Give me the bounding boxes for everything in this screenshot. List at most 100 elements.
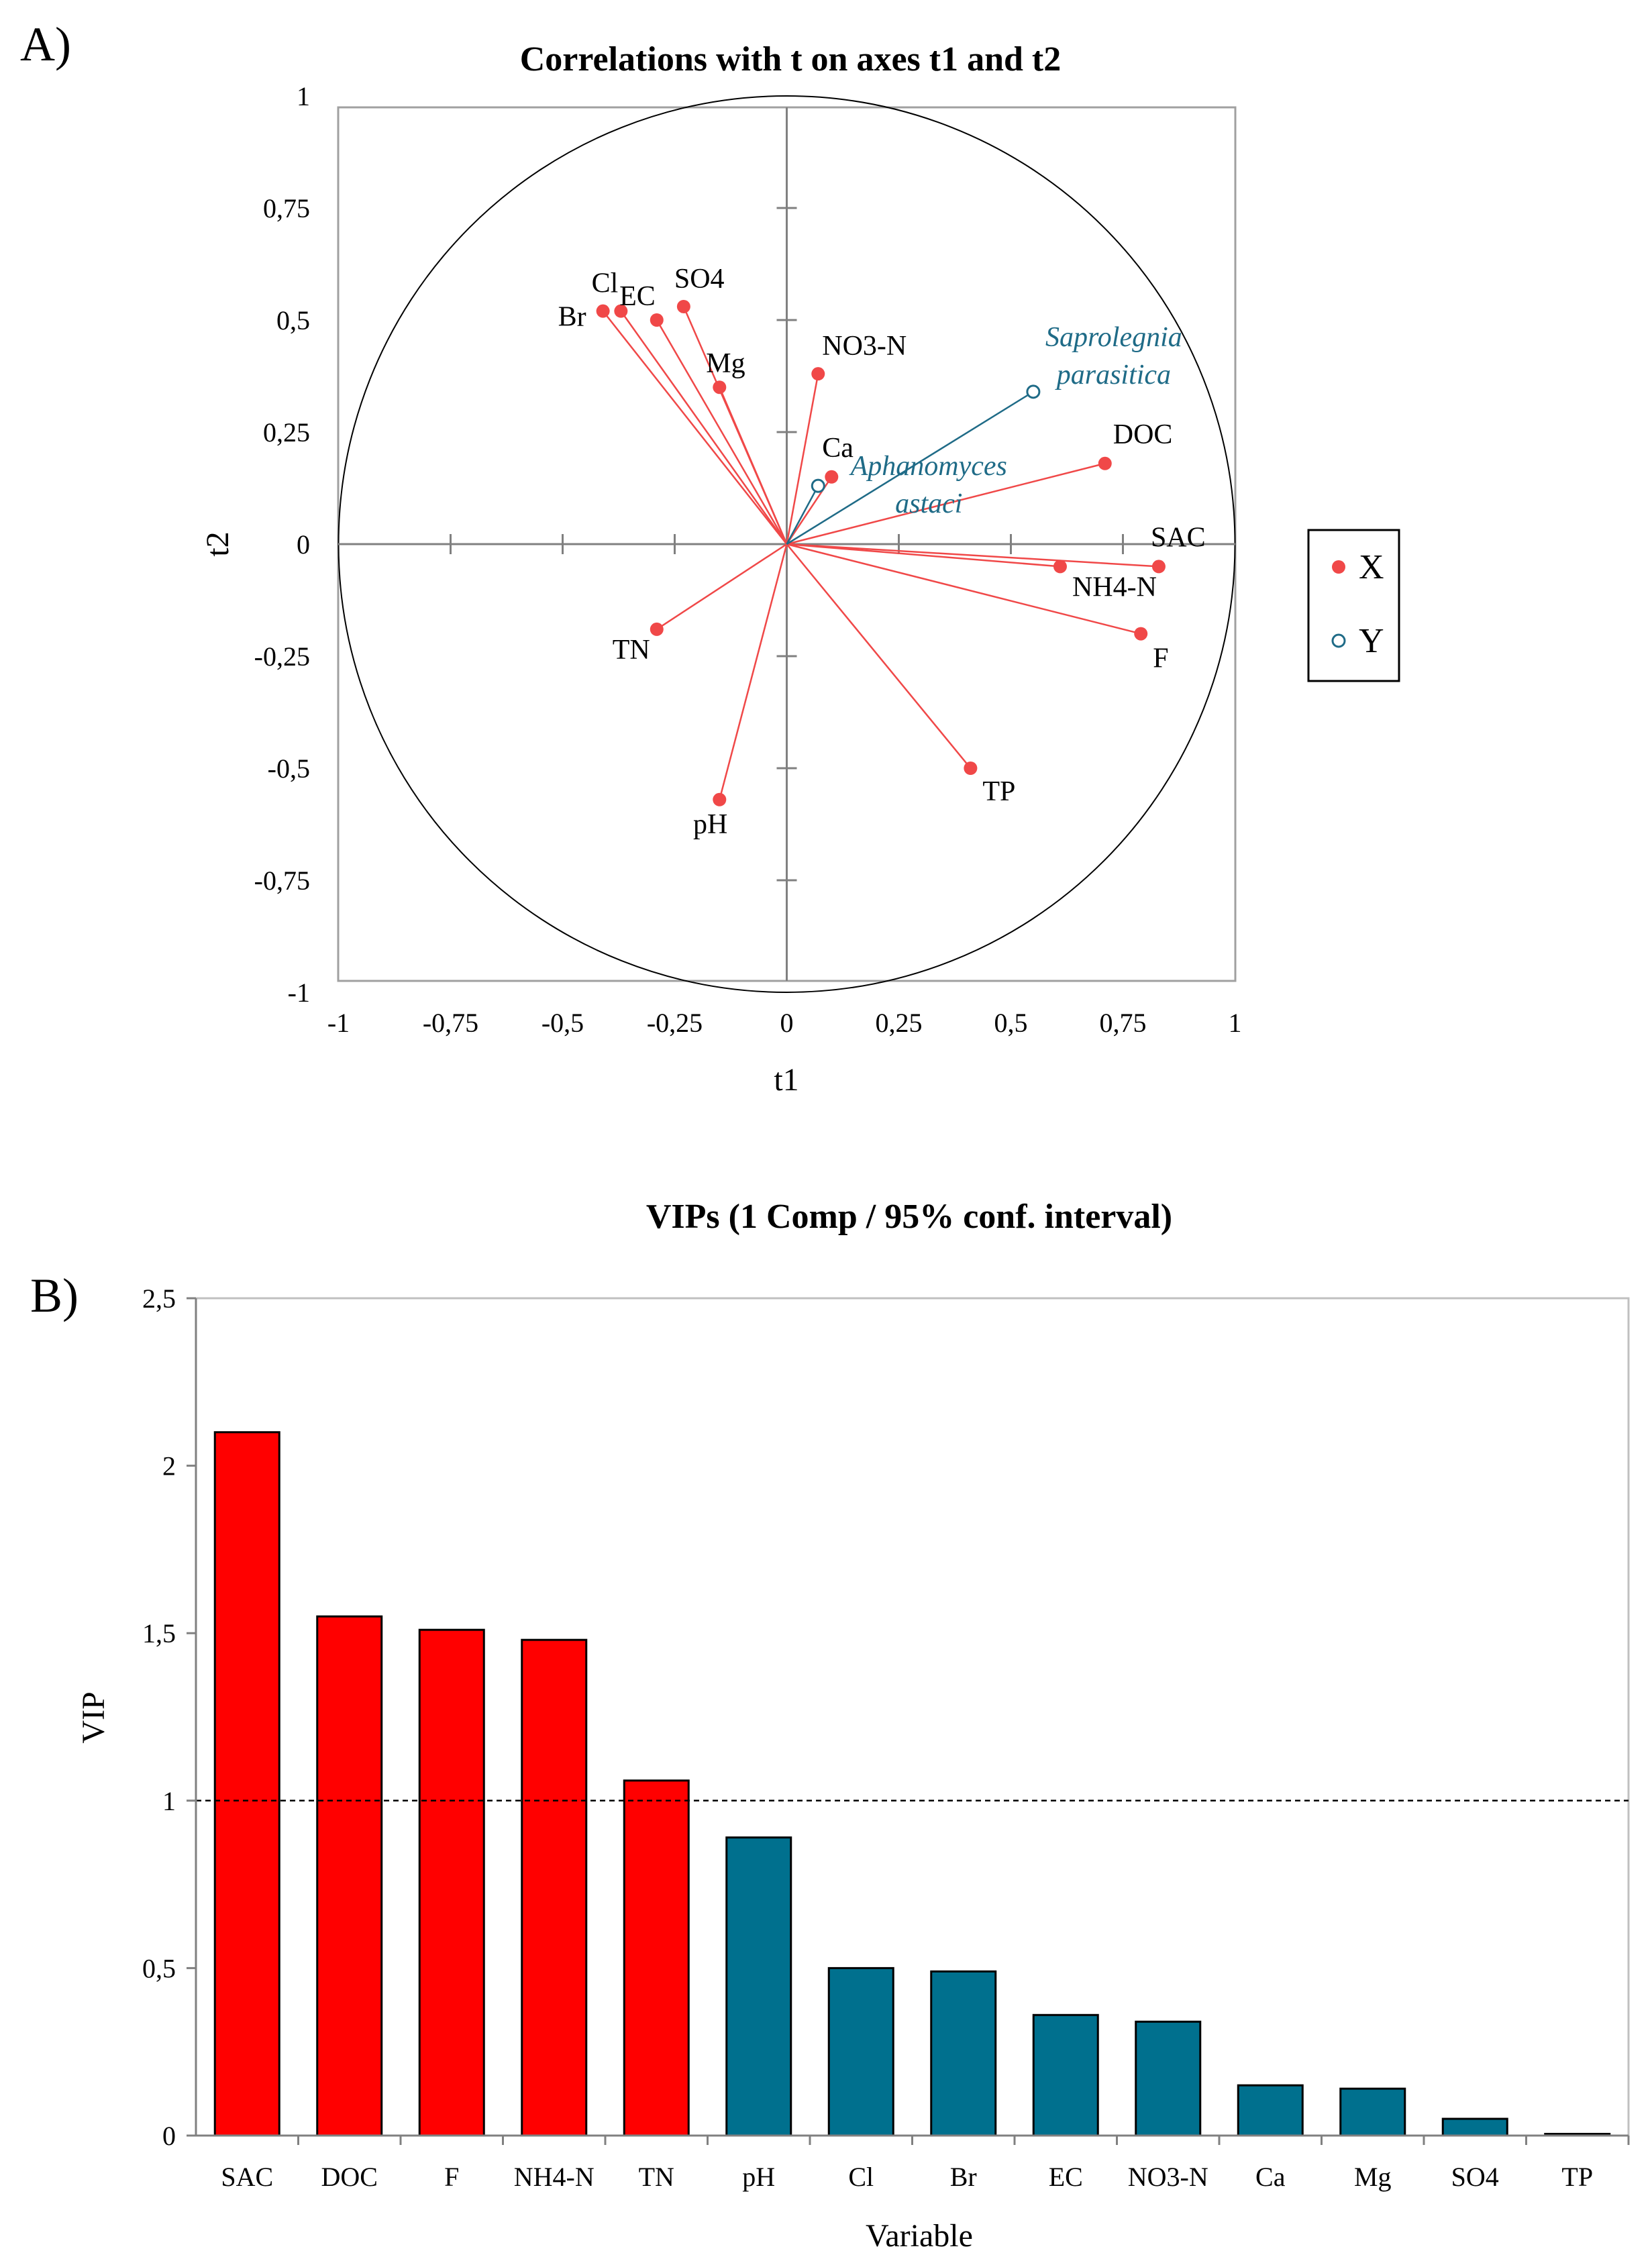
x-point-label: Mg xyxy=(706,348,745,379)
x-vector-tn xyxy=(656,543,788,630)
x-point-label: TN xyxy=(613,635,650,666)
x-vector-f xyxy=(786,543,1141,635)
y-tick-label: 0,75 xyxy=(263,193,310,223)
vip-bar-cl xyxy=(827,1966,894,2137)
x-point-mg xyxy=(713,380,727,395)
b-x-tick-label: Cl xyxy=(848,2162,874,2192)
vip-bar-chart: VIPs (1 Comp / 95% conf. interval) B) 0 0… xyxy=(30,1198,1630,2254)
y-vector xyxy=(786,390,1034,545)
x-point-ca xyxy=(825,470,839,484)
x-point-br xyxy=(596,304,610,318)
vip-bar-tn xyxy=(623,1779,690,2137)
x-point-f xyxy=(1134,627,1148,641)
vip-bar-ec xyxy=(1032,2013,1099,2137)
x-point-ph xyxy=(713,792,727,806)
panel-a-title: Correlations with t on axes t1 and t2 xyxy=(520,40,1061,78)
x-vector-nh4-n xyxy=(786,543,1061,568)
b-x-tick-label: NO3-N xyxy=(1128,2162,1208,2192)
y-point-label: parasitica xyxy=(1055,360,1171,390)
y-tick-label: -0,25 xyxy=(254,641,310,672)
b-x-tick-label: SO4 xyxy=(1451,2162,1499,2192)
x-vector-sac xyxy=(786,543,1159,568)
b-y-tick-label: 2,5 xyxy=(142,1283,176,1314)
x-tick-label: -1 xyxy=(327,1008,350,1038)
y-point-label: astaci xyxy=(895,488,962,519)
y-point xyxy=(1026,384,1041,399)
y-tick-label: -1 xyxy=(288,978,310,1008)
x-vector-cl xyxy=(620,310,788,545)
b-x-tick-label: NH4-N xyxy=(514,2162,595,2192)
legend-label-y: Y xyxy=(1359,622,1384,660)
vip-bar-so4 xyxy=(1441,2117,1508,2137)
x-point-sac xyxy=(1151,560,1166,574)
vip-bar-sac xyxy=(213,1431,280,2137)
x-point-doc xyxy=(1098,456,1112,470)
x-point-label: EC xyxy=(619,281,656,312)
x-point-no3-n xyxy=(811,367,825,381)
vip-bar-f xyxy=(418,1628,485,2137)
b-y-tick-label: 0,5 xyxy=(142,1953,176,1983)
x-vector-br xyxy=(602,310,788,545)
x-point-nh4-n xyxy=(1053,560,1067,574)
x-point-label: SO4 xyxy=(674,264,725,295)
x-tick-label: -0,5 xyxy=(541,1008,584,1038)
b-x-tick-label: Br xyxy=(950,2162,977,2192)
x-tick-label: 0,25 xyxy=(876,1008,923,1038)
x-tick-label: 0 xyxy=(780,1008,794,1038)
x-point-label: TP xyxy=(982,776,1015,807)
b-x-tick-label: Mg xyxy=(1354,2162,1392,2192)
x-vector-no3-n xyxy=(786,373,819,545)
y-point-label: Aphanomyces xyxy=(849,451,1007,482)
x-point-label: NH4-N xyxy=(1072,572,1157,602)
vip-bar-nh4-n xyxy=(521,1638,588,2137)
correlation-circle-chart: A) Correlations with t on axes t1 and t2… xyxy=(20,17,1400,1098)
y-tick-label: 0,25 xyxy=(263,417,310,448)
b-y-tick-label: 0 xyxy=(162,2121,176,2151)
y-tick-label: 1 xyxy=(297,81,310,111)
vip-bar-doc xyxy=(316,1615,383,2137)
b-x-tick-label: DOC xyxy=(321,2162,378,2192)
y-point-label: Saprolegnia xyxy=(1045,322,1182,353)
legend-box xyxy=(1307,529,1400,682)
x-point-ec xyxy=(650,313,664,327)
x-tick-label: -0,25 xyxy=(647,1008,703,1038)
y-tick-label: 0 xyxy=(297,529,310,560)
b-y-tick-label: 1,5 xyxy=(142,1618,176,1648)
x-axis-title: t1 xyxy=(774,1062,798,1098)
x-tick-label: -0,75 xyxy=(423,1008,478,1038)
legend-marker-x xyxy=(1332,560,1345,574)
legend-label-x: X xyxy=(1359,548,1384,586)
x-point-tp xyxy=(964,762,978,775)
legend: X Y xyxy=(1307,529,1400,682)
x-point-label: Cl xyxy=(592,268,619,299)
b-x-tick-label: TP xyxy=(1561,2162,1593,2192)
x-vector-ec xyxy=(656,319,788,545)
panel-b-label: B) xyxy=(30,1269,79,1322)
y-tick-label: -0,75 xyxy=(254,865,310,896)
y-tick-label: -0,5 xyxy=(268,753,310,784)
x-point-label: pH xyxy=(693,809,727,840)
b-y-tick-label: 1 xyxy=(162,1786,176,1816)
x-point-label: NO3-N xyxy=(822,331,907,362)
b-x-tick-label: EC xyxy=(1049,2162,1083,2192)
x-point-label: F xyxy=(1153,643,1168,674)
x-vector-ph xyxy=(719,543,788,800)
y-axis-title: t2 xyxy=(200,531,236,556)
b-x-tick-label: F xyxy=(444,2162,459,2192)
panel-a-label: A) xyxy=(20,17,71,71)
x-vector-tp xyxy=(786,543,972,769)
x-point-label: Br xyxy=(558,302,586,333)
y-vector xyxy=(786,485,819,545)
y-tick-label: 0,5 xyxy=(276,305,310,335)
b-y-axis-title: VIP xyxy=(76,1691,111,1743)
x-vector-doc xyxy=(786,462,1106,545)
vip-bar-ph xyxy=(725,1836,792,2137)
vip-bar-br xyxy=(930,1970,997,2137)
y-point xyxy=(811,478,825,493)
x-point-label: DOC xyxy=(1113,419,1173,450)
x-tick-label: 1 xyxy=(1229,1008,1242,1038)
plot-area-frame-b xyxy=(195,1297,1630,2137)
x-point-so4 xyxy=(676,299,690,313)
b-x-axis-title: Variable xyxy=(866,2218,973,2254)
